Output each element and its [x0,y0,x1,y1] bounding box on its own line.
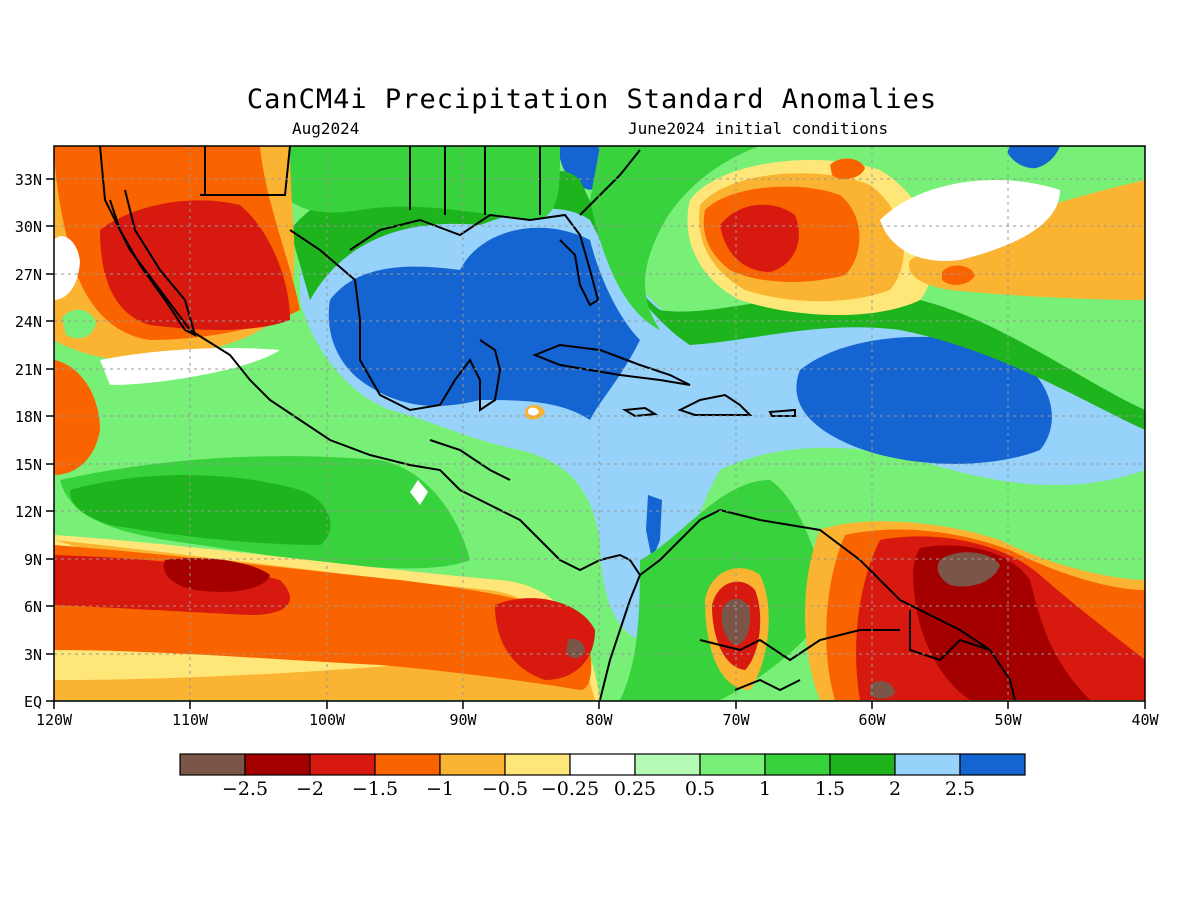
graticule [54,146,1145,701]
border-central-america [429,439,511,481]
lat-label: 30N [15,218,42,236]
longitude-labels: 120W 110W 100W 90W 80W 70W 60W 50W 40W [36,711,1160,729]
colorbar-label: 2.5 [945,778,975,800]
coast-colombia-pacific [599,574,641,701]
colorbar-label: −2.5 [222,778,268,800]
anomaly-field [54,146,1145,701]
colorbar-swatch [569,753,636,776]
coast-gulf-north [349,213,600,307]
colorbar-label: 0.25 [614,778,656,800]
field-white-pacific-spot [410,480,428,505]
border-south-america-1 [699,629,900,662]
lon-label: 70W [722,711,750,729]
colorbar-swatch [309,753,376,776]
field-brown-sa-s [870,680,895,699]
border-south-america-2 [734,678,801,692]
field-green-light-baja [62,309,96,339]
coast-hispaniola [677,393,753,416]
colorbar-label: 1 [759,778,771,800]
lon-label: 90W [449,711,477,729]
field-red-mexico [100,200,290,330]
lat-label: 12N [15,503,42,521]
colorbar-label: 1.5 [815,778,845,800]
initial-conditions-label: June2024 initial conditions [628,119,889,138]
colorbar-swatch [244,753,311,776]
field-white-baja [54,236,80,300]
border-guianas [909,610,991,662]
lon-label: 50W [994,711,1022,729]
field-deep-orange-dot2 [830,158,865,180]
tick-marks [46,178,1146,709]
coast-jamaica [621,406,659,418]
lat-label: 18N [15,408,42,426]
field-orange-west-coast [54,360,100,475]
border-us-mexico [200,146,291,196]
lat-label: 27N [15,266,42,284]
colorbar-swatch [439,753,506,776]
field-green-1p5-atlantic [590,146,760,330]
border-us-states [409,146,541,215]
coast-gulf [289,229,502,412]
field-deep-orange-dot [942,265,975,285]
colorbar: −2.5 −2 −1.5 −1 −0.5 −0.25 0.25 0.5 1 1.5 2 2.5 [179,753,1026,800]
map-title: CanCM4i Precipitation Standard Anomalies [246,84,938,115]
lat-label: 3N [24,646,42,664]
coast-south-america [639,508,1016,701]
lon-label: 80W [585,711,613,729]
lat-label: 15N [15,456,42,474]
lat-label: EQ [24,693,42,711]
field-red-pacific-panama [495,598,595,680]
colorbar-label: 2 [889,778,901,800]
colorbar-label: −1 [426,778,454,800]
field-green-2-pacific [70,475,331,545]
coastlines [99,146,1016,701]
colorbar-swatch [894,753,961,776]
field-white-caribbean-spot [528,407,539,416]
colorbar-swatch [699,753,766,776]
lat-label: 21N [15,361,42,379]
colorbar-label: −2 [296,778,324,800]
field-brown-pacific-panama [566,638,585,658]
lat-label: 6N [24,598,42,616]
lat-label: 9N [24,551,42,569]
lon-label: 100W [309,711,346,729]
colorbar-swatch [764,753,831,776]
lat-label: 24N [15,313,42,331]
lon-label: 120W [36,711,73,729]
colorbar-swatch [504,753,571,776]
colorbar-label: −0.5 [482,778,528,800]
latitude-labels: 33N 30N 27N 24N 21N 18N 15N 12N 9N 6N 3N… [15,171,42,711]
field-white-atlantic-ne [880,180,1060,261]
colorbar-label: −0.25 [541,778,599,800]
field-red-atlantic-n [720,204,799,272]
field-brown-colombia [721,598,751,645]
field-green-light-north [880,146,1010,179]
coast-puerto-rico [768,408,796,417]
lon-label: 40W [1131,711,1159,729]
colorbar-swatch [959,753,1026,776]
forecast-month-label: Aug2024 [292,119,360,138]
colorbar-swatch [829,753,896,776]
coast-cuba [532,343,691,386]
colorbar-label: 0.5 [685,778,715,800]
field-blue-dark-northeast [1005,146,1060,169]
lat-label: 33N [15,171,42,189]
field-blue-dark-gulf [328,227,640,420]
field-white-mexico-coast [100,348,280,385]
colorbar-swatch [179,753,246,776]
lon-label: 110W [172,711,209,729]
colorbar-label: −1.5 [352,778,398,800]
colorbar-swatch [374,753,441,776]
lon-label: 60W [858,711,886,729]
coast-baja [109,189,197,337]
field-brown-sa-ne [937,552,1000,587]
colorbar-swatch [634,753,701,776]
coast-atlantic-us [579,149,641,216]
coast-north-america [99,146,641,576]
